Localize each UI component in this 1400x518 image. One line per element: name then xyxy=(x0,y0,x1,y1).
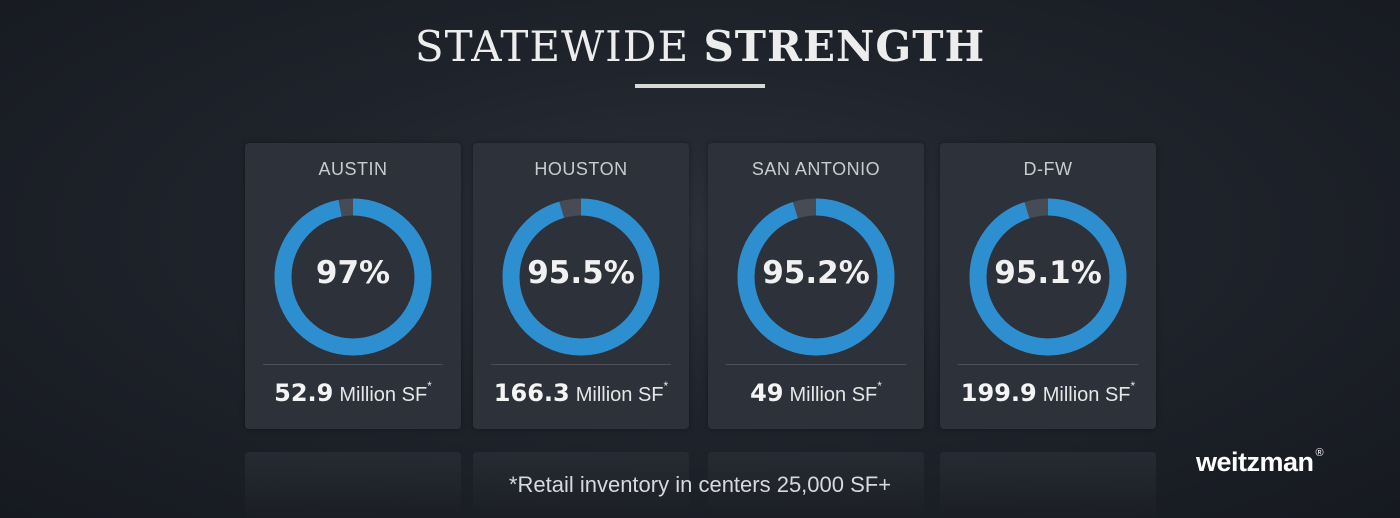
market-card: HOUSTON 95.5% 166.3 Million SF* xyxy=(473,143,689,429)
occupancy-percent-label: 95.5% xyxy=(527,255,635,291)
occupancy-donut xyxy=(274,198,432,356)
footnote-marker: * xyxy=(663,379,669,393)
inventory-stat: 52.9 Million SF* xyxy=(245,379,461,407)
donut-occupancy-arc xyxy=(737,198,895,356)
inventory-unit: Million SF xyxy=(575,384,664,406)
weitzman-logo: weitzman ® xyxy=(1196,447,1324,478)
occupancy-donut xyxy=(969,198,1127,356)
footnote-marker: * xyxy=(1130,379,1136,393)
title-light-text: STATEWIDE xyxy=(414,22,690,71)
market-card: D-FW 95.1% 199.9 Million SF* xyxy=(940,143,1156,429)
market-name-label: AUSTIN xyxy=(318,159,388,179)
occupancy-percent-label: 95.2% xyxy=(762,255,870,291)
card-divider xyxy=(263,364,443,365)
card-divider xyxy=(491,364,671,365)
title-underline xyxy=(635,84,765,88)
footnote: *Retail inventory in centers 25,000 SF+ xyxy=(508,472,892,497)
market-card: AUSTIN 97% 52.9 Million SF* xyxy=(245,143,461,429)
title-bold-text: STRENGTH xyxy=(703,22,986,71)
market-name-label: HOUSTON xyxy=(534,159,628,179)
card-divider xyxy=(958,364,1138,365)
background-card-ghost xyxy=(708,452,924,518)
donut-occupancy-arc xyxy=(274,198,432,356)
registered-mark: ® xyxy=(1315,447,1324,459)
background-card-ghost xyxy=(245,452,461,518)
donut-occupancy-arc xyxy=(969,198,1127,356)
inventory-unit: Million SF xyxy=(339,384,428,406)
inventory-stat: 49 Million SF* xyxy=(708,379,924,407)
card-divider xyxy=(726,364,906,365)
occupancy-percent-label: 95.1% xyxy=(994,255,1102,291)
page-title: STATEWIDE STRENGTH xyxy=(0,22,1400,71)
background-card-ghost xyxy=(473,452,689,518)
logo-text: weitzman xyxy=(1196,447,1314,477)
market-name-label: D-FW xyxy=(1023,159,1073,179)
donut-occupancy-arc xyxy=(502,198,660,356)
occupancy-percent-label: 97% xyxy=(315,255,391,291)
inventory-value: 166.3 xyxy=(493,379,570,407)
market-card: SAN ANTONIO 95.2% 49 Million SF* xyxy=(708,143,924,429)
inventory-value: 199.9 xyxy=(960,379,1037,407)
footnote-marker: * xyxy=(427,379,432,393)
inventory-stat: 199.9 Million SF* xyxy=(940,379,1156,407)
inventory-stat: 166.3 Million SF* xyxy=(473,379,689,407)
occupancy-donut xyxy=(502,198,660,356)
background-card-ghost xyxy=(940,452,1156,518)
market-name-label: SAN ANTONIO xyxy=(751,159,881,179)
inventory-unit: Million SF xyxy=(1042,384,1131,406)
inventory-value: 49 xyxy=(750,379,784,407)
occupancy-donut xyxy=(737,198,895,356)
footnote-marker: * xyxy=(877,379,882,393)
inventory-unit: Million SF xyxy=(789,384,878,406)
inventory-value: 52.9 xyxy=(274,379,334,407)
